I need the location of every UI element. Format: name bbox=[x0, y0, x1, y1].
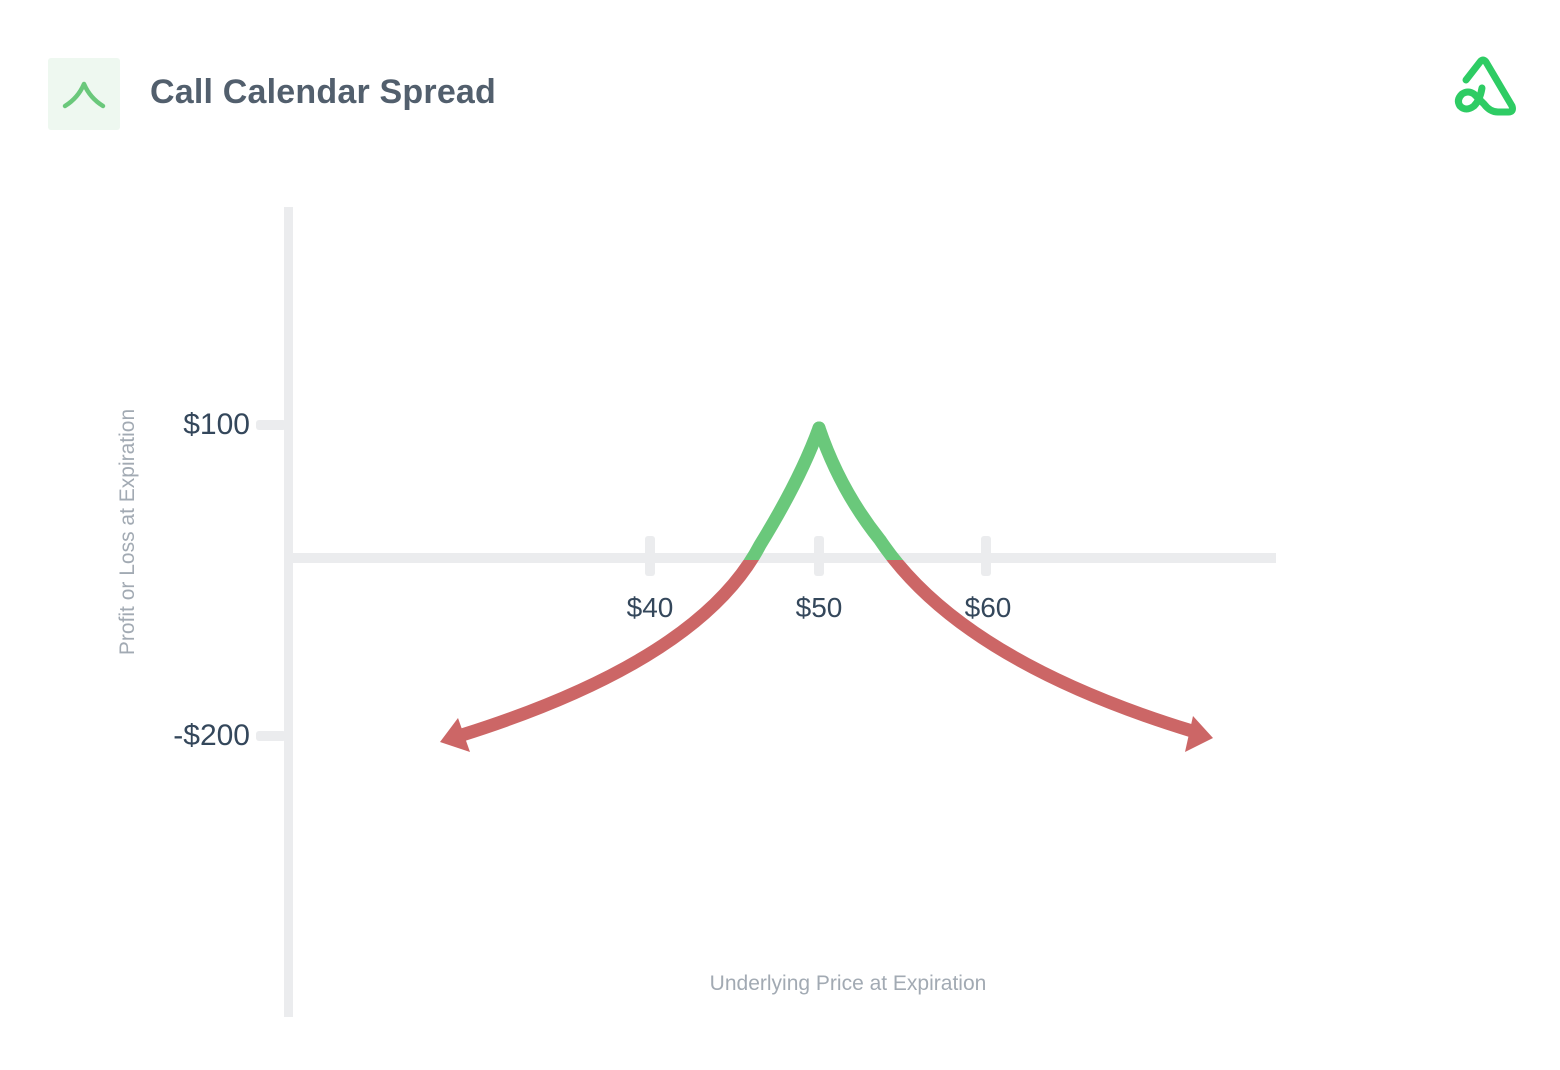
x-axis bbox=[292, 553, 1276, 563]
x-tick-50 bbox=[814, 536, 824, 576]
tent-peak-icon bbox=[62, 81, 106, 109]
x-axis-label: Underlying Price at Expiration bbox=[709, 972, 987, 995]
strategy-badge bbox=[48, 58, 120, 130]
y-tick-label: $100 bbox=[183, 408, 250, 441]
y-tick-label: -$200 bbox=[173, 719, 250, 752]
x-tick-label: $50 bbox=[795, 592, 843, 623]
y-tick-100 bbox=[256, 420, 286, 430]
right-arrow-icon bbox=[1185, 716, 1213, 752]
x-tick-40 bbox=[645, 536, 655, 576]
y-axis bbox=[284, 207, 293, 1017]
x-tick-label: $40 bbox=[626, 592, 674, 623]
y-axis-label: Profit or Loss at Expiration bbox=[116, 408, 139, 656]
loss-curve bbox=[455, 560, 1199, 742]
x-tick-60 bbox=[981, 536, 991, 576]
x-tick-label: $60 bbox=[964, 592, 1012, 623]
left-arrow-icon bbox=[440, 718, 470, 752]
profit-curve bbox=[743, 421, 904, 560]
brand-logo-icon bbox=[1446, 54, 1518, 120]
y-tick-neg200 bbox=[256, 731, 286, 741]
page-title: Call Calendar Spread bbox=[150, 73, 497, 111]
